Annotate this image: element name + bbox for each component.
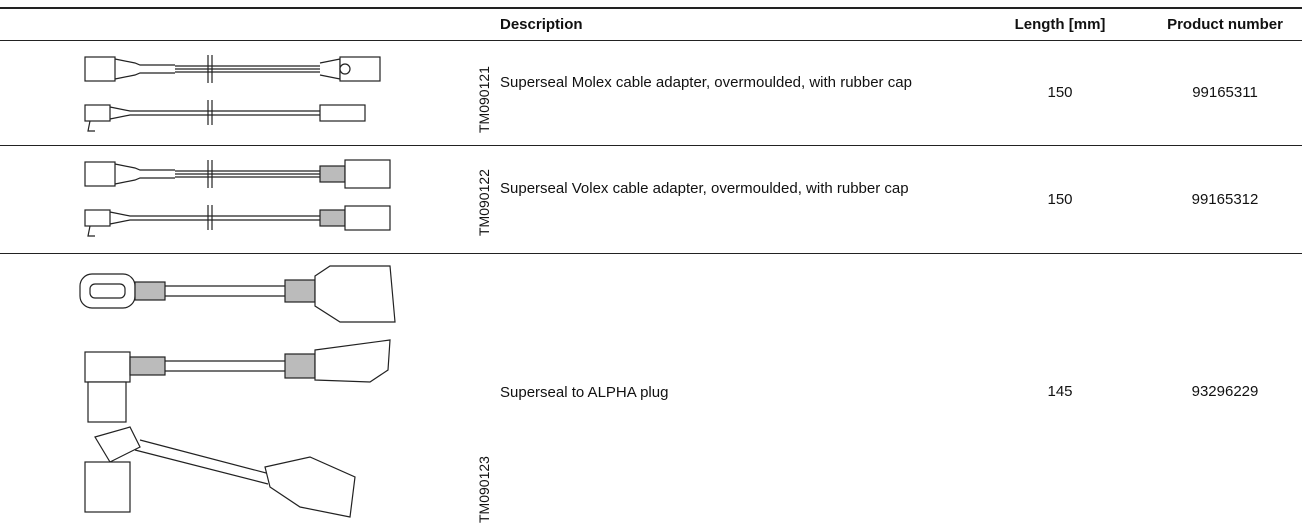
description: Superseal to ALPHA plug — [500, 384, 669, 401]
length: 150 — [1047, 84, 1073, 101]
image-code: TM090123 — [476, 456, 492, 523]
header-length: Length [mm] — [1014, 16, 1106, 33]
description: Superseal Molex cable adapter, overmould… — [500, 74, 912, 91]
row-border — [0, 145, 1302, 146]
cable-drawing — [84, 159, 391, 237]
product-number: 99165312 — [1191, 191, 1259, 208]
cable-drawing — [79, 265, 396, 518]
header-description: Description — [500, 16, 583, 33]
image-code: TM090122 — [476, 169, 492, 236]
description: Superseal Volex cable adapter, overmould… — [500, 180, 909, 197]
row-border — [0, 253, 1302, 254]
image-code: TM090121 — [476, 66, 492, 133]
length: 150 — [1047, 191, 1073, 208]
length: 145 — [1047, 383, 1073, 400]
header-product-number: Product number — [1167, 16, 1283, 33]
table-top-border — [0, 7, 1302, 9]
product-number: 93296229 — [1191, 383, 1259, 400]
cable-drawing — [84, 55, 381, 132]
product-number: 99165311 — [1192, 84, 1258, 101]
row-border — [0, 40, 1302, 41]
